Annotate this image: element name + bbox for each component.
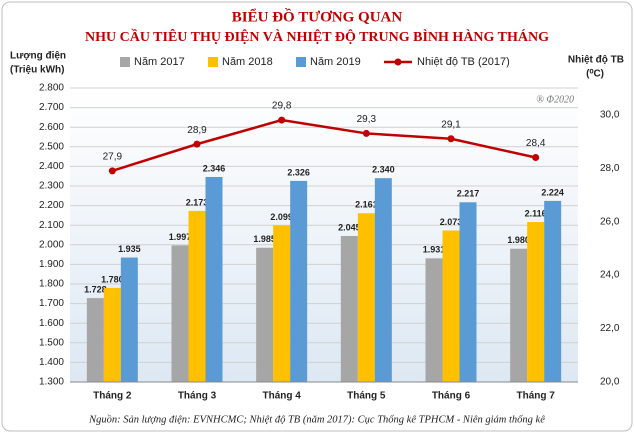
y-tick-label: 1.400: [39, 357, 64, 368]
bar: [425, 258, 443, 382]
bar: [340, 235, 358, 382]
bar: [374, 178, 392, 382]
legend-marker: [394, 58, 402, 66]
bar: [103, 287, 121, 382]
y2-label: (⁰C): [586, 69, 604, 80]
y-tick-label: 1.900: [39, 259, 64, 270]
y-tick-label: 2.500: [39, 141, 64, 152]
line-marker: [278, 116, 286, 124]
y-label: (Triệu kWh): [10, 65, 64, 76]
data-label: 2.326: [287, 167, 310, 177]
data-label: 1.980: [507, 235, 530, 245]
y-tick-label: 1.300: [39, 377, 64, 388]
data-label: 1.780: [101, 274, 124, 284]
data-label: 29,3: [357, 114, 377, 125]
data-label: 2.224: [541, 187, 564, 197]
data-label: 1.728: [84, 284, 107, 294]
legend-label: Năm 2018: [222, 56, 273, 68]
plot-area: [70, 88, 578, 382]
bar: [459, 202, 477, 382]
y-tick-label: 2.700: [39, 102, 64, 113]
annotation: ® Φ2020: [536, 94, 574, 105]
y-tick-label: 2.200: [39, 200, 64, 211]
y2-tick-label: 26,0: [600, 216, 620, 227]
x-tick-label: Tháng 2: [93, 391, 132, 402]
y2-tick-label: 22,0: [600, 323, 620, 334]
y2-tick-label: 24,0: [600, 270, 620, 281]
line-marker: [447, 135, 455, 143]
bar: [290, 180, 308, 382]
y2-tick-label: 28,0: [600, 163, 620, 174]
y-tick-label: 2.600: [39, 122, 64, 133]
legend-swatch: [208, 57, 218, 67]
data-label: 27,9: [103, 151, 123, 162]
data-label: 2.073: [440, 217, 463, 227]
y-tick-label: 2.800: [39, 83, 64, 94]
data-label: 1.985: [253, 234, 276, 244]
x-tick-label: Tháng 5: [347, 391, 386, 402]
data-label: 2.217: [457, 189, 480, 199]
data-label: 1.931: [423, 245, 446, 255]
bar: [256, 247, 274, 382]
y2-tick-label: 30,0: [600, 109, 620, 120]
y-tick-label: 1.600: [39, 318, 64, 329]
data-label: 2.161: [355, 200, 378, 210]
bar: [273, 225, 291, 382]
legend-swatch: [120, 57, 130, 67]
y-tick-label: 1.700: [39, 298, 64, 309]
line-marker: [108, 167, 116, 175]
y-label: Lượng điện: [10, 51, 66, 62]
data-label: 28,4: [526, 138, 546, 149]
data-label: 29,1: [441, 119, 461, 130]
data-label: 2.116: [525, 208, 547, 218]
bar: [171, 245, 189, 382]
x-tick-label: Tháng 4: [262, 391, 301, 402]
y2-tick-label: 20,0: [600, 377, 620, 388]
legend-label: Năm 2017: [134, 56, 185, 68]
line: [111, 118, 536, 173]
y-tick-label: 2.000: [39, 239, 64, 250]
data-label: 2.346: [203, 163, 226, 173]
data-label: 2.173: [186, 197, 209, 207]
data-label: 1.935: [118, 244, 141, 254]
bar: [357, 213, 375, 382]
data-label: 2.099: [270, 212, 293, 222]
x-tick-label: Tháng 6: [432, 391, 471, 402]
bar: [442, 230, 460, 382]
y-tick-label: 2.300: [39, 181, 64, 192]
data-label: 1.997: [169, 232, 192, 242]
bar: [544, 200, 562, 382]
x-tick-label: Tháng 3: [178, 391, 217, 402]
y2-label: Nhiệt độ TB: [568, 55, 624, 66]
data-label: 2.340: [372, 165, 395, 175]
chart-title: BIỂU ĐỒ TƯƠNG QUAN: [232, 7, 403, 25]
y-tick-label: 1.500: [39, 337, 64, 348]
source-note: Nguồn: Sản lượng điện: EVNHCMC; Nhiệt độ…: [88, 414, 545, 425]
data-label: 2.045: [338, 222, 361, 232]
legend-label: Nhiệt độ TB (2017): [417, 56, 510, 68]
line-marker: [193, 140, 201, 148]
legend-label: Năm 2019: [310, 56, 361, 68]
chart-subtitle: NHU CẦU TIÊU THỤ ĐIỆN VÀ NHIỆT ĐỘ TRUNG …: [85, 28, 549, 45]
y-tick-label: 2.400: [39, 161, 64, 172]
bar: [510, 248, 528, 382]
data-label: 28,9: [187, 125, 207, 136]
y-tick-label: 2.100: [39, 220, 64, 231]
bar: [188, 210, 206, 382]
legend-swatch: [296, 57, 306, 67]
bar: [86, 298, 104, 382]
bar: [205, 176, 223, 382]
x-tick-label: Tháng 7: [516, 391, 555, 402]
line-marker: [362, 129, 370, 137]
data-label: 29,8: [272, 101, 292, 112]
bar: [527, 222, 545, 382]
bar: [120, 257, 138, 382]
y-tick-label: 1.800: [39, 279, 64, 290]
line-marker: [532, 153, 540, 161]
